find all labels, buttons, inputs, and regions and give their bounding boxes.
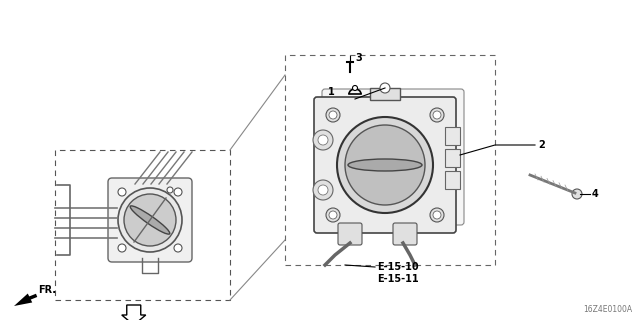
FancyBboxPatch shape (322, 89, 464, 225)
Text: 2: 2 (538, 140, 545, 150)
Polygon shape (14, 293, 32, 306)
Circle shape (313, 130, 333, 150)
FancyBboxPatch shape (108, 178, 192, 262)
Circle shape (353, 85, 358, 91)
Circle shape (329, 211, 337, 219)
Circle shape (118, 244, 126, 252)
Circle shape (167, 187, 173, 193)
Circle shape (326, 108, 340, 122)
Bar (445, 127, 460, 145)
Circle shape (430, 108, 444, 122)
Circle shape (433, 111, 441, 119)
Text: 4: 4 (592, 189, 599, 199)
Circle shape (313, 180, 333, 200)
FancyBboxPatch shape (314, 97, 456, 233)
Circle shape (318, 185, 328, 195)
Circle shape (572, 189, 582, 199)
Bar (445, 149, 460, 167)
Polygon shape (122, 305, 146, 320)
Circle shape (345, 125, 425, 205)
Text: E-15-11: E-15-11 (377, 274, 419, 284)
Circle shape (174, 244, 182, 252)
Circle shape (433, 211, 441, 219)
Text: FR.: FR. (38, 285, 56, 295)
Circle shape (174, 188, 182, 196)
Text: E-15-10: E-15-10 (377, 262, 419, 272)
Text: 3: 3 (355, 53, 362, 63)
Circle shape (118, 188, 182, 252)
Circle shape (118, 188, 126, 196)
Bar (55, 150, 230, 300)
Ellipse shape (348, 159, 422, 171)
Circle shape (318, 135, 328, 145)
Circle shape (124, 194, 176, 246)
Circle shape (380, 83, 390, 93)
Ellipse shape (130, 206, 170, 234)
Text: 1: 1 (328, 87, 335, 97)
Circle shape (326, 208, 340, 222)
Text: 16Z4E0100A: 16Z4E0100A (583, 305, 632, 314)
Bar (285, 55, 495, 265)
Circle shape (430, 208, 444, 222)
FancyBboxPatch shape (338, 223, 362, 245)
Circle shape (329, 111, 337, 119)
FancyBboxPatch shape (393, 223, 417, 245)
Bar (445, 171, 460, 189)
Circle shape (337, 117, 433, 213)
Bar (370, 88, 400, 100)
